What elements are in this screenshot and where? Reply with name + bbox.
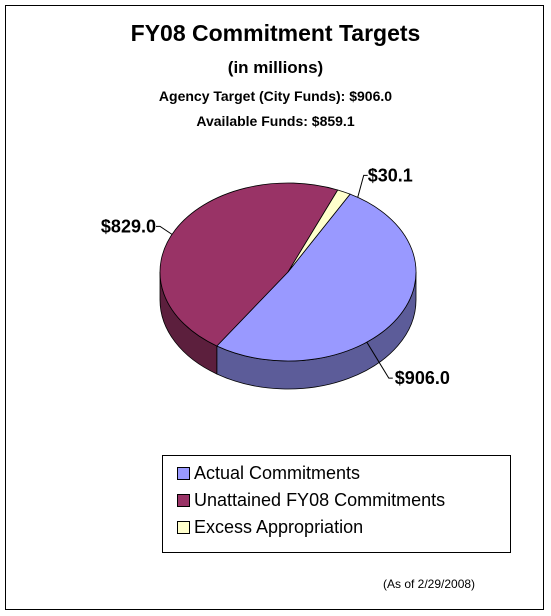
available-funds-annotation: Available Funds: $859.1 [196, 113, 355, 129]
legend-item-unattained-commitments: Unattained FY08 Commitments [163, 487, 510, 514]
pie-slice-excess-appropriation [287, 189, 351, 273]
chart-title: FY08 Commitment Targets [130, 20, 421, 46]
leader-line-excess-appropriation [357, 174, 368, 198]
pie-data-labels: $906.0 $829.0 $30.1 [101, 165, 450, 388]
leader-line-actual-commitments [366, 341, 393, 379]
legend-swatch-unattained-commitments [177, 493, 190, 507]
legend-label-unattained-commitments: Unattained FY08 Commitments [194, 490, 446, 510]
data-label-actual-commitments: $906.0 [395, 368, 450, 388]
legend-label-actual-commitments: Actual Commitments [194, 463, 361, 483]
legend-item-excess-appropriation: Excess Appropriation [163, 514, 510, 541]
pie-tops [159, 182, 417, 362]
legend: Actual Commitments Unattained FY08 Commi… [162, 455, 511, 553]
pie-slice-actual-commitments [216, 193, 417, 362]
pie-slice-unattained-fy08-commitments [159, 182, 339, 347]
pie-leader-lines [155, 174, 393, 379]
as-of-footnote: (As of 2/29/2008) [383, 577, 476, 591]
legend-label-excess-appropriation: Excess Appropriation [194, 517, 364, 537]
agency-target-annotation: Agency Target (City Funds): $906.0 [158, 88, 393, 104]
legend-swatch-excess-appropriation [177, 520, 190, 534]
chart-subtitle: (in millions) [227, 58, 324, 77]
pie-chart: $906.0 $829.0 $30.1 [101, 165, 450, 390]
legend-swatch-actual-commitments [177, 466, 190, 480]
legend-item-actual-commitments: Actual Commitments [163, 460, 510, 487]
data-label-unattained-fy08-commitments: $829.0 [101, 216, 156, 236]
leader-line-unattained-fy08-commitments [155, 225, 173, 235]
data-label-excess-appropriation: $30.1 [368, 165, 413, 185]
